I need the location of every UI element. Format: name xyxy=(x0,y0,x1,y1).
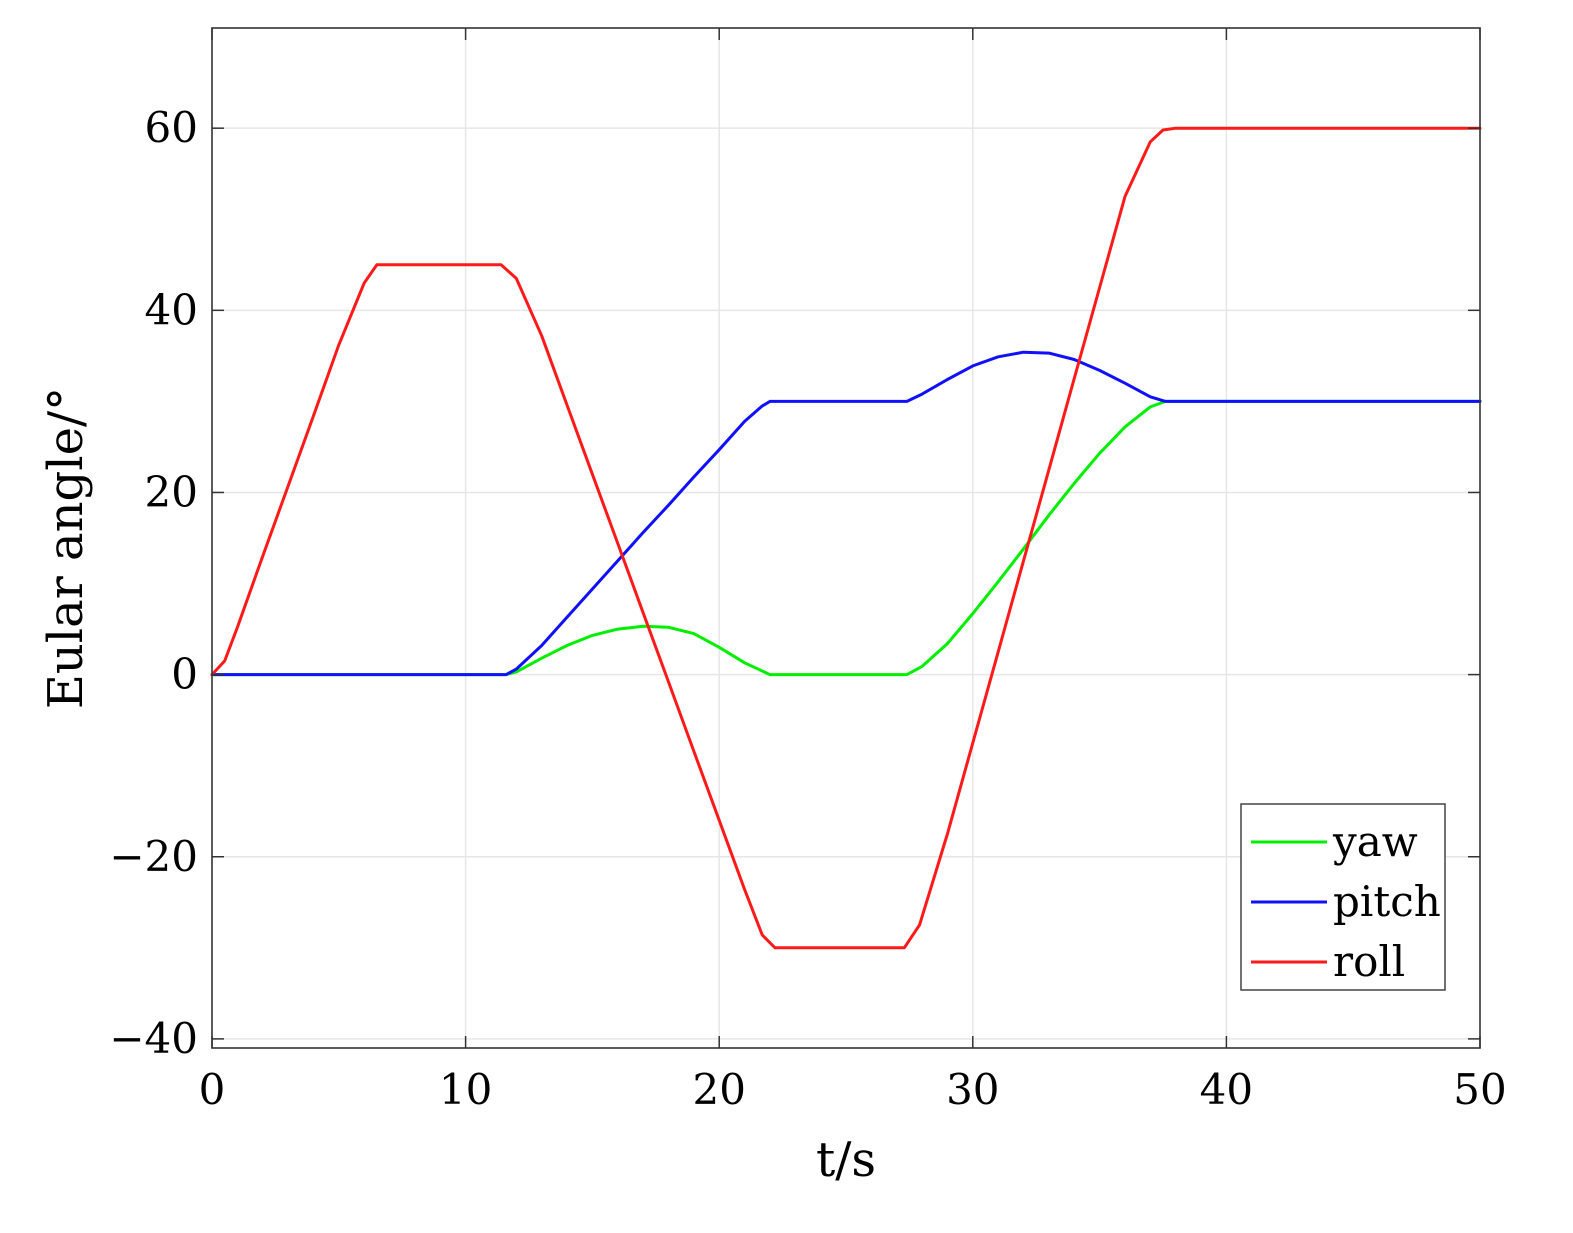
x-tick-label: 0 xyxy=(199,1065,226,1114)
y-tick-label: 60 xyxy=(145,103,198,152)
series-line-yaw xyxy=(210,399,1482,677)
y-tick-label: −20 xyxy=(109,832,198,881)
x-axis-label: t/s xyxy=(816,1132,876,1188)
axis-ticks: 0 10 20 30 40 50 −40 −20 0 20 40 60 xyxy=(109,28,1507,1114)
legend-label-yaw: yaw xyxy=(1332,817,1418,866)
series-line-roll xyxy=(210,126,1482,950)
x-tick-label: 50 xyxy=(1453,1065,1506,1114)
y-axis-label: Eular angle/° xyxy=(38,387,94,709)
series-layer xyxy=(210,126,1482,950)
legend-box xyxy=(1240,803,1446,991)
y-tick-label: −40 xyxy=(109,1014,198,1063)
x-tick-label: 20 xyxy=(692,1065,745,1114)
x-tick-label: 40 xyxy=(1200,1065,1253,1114)
plot-frame xyxy=(211,27,1481,1049)
legend: yaw pitch roll xyxy=(1240,803,1446,991)
y-tick-label: 0 xyxy=(171,650,198,699)
y-tick-label: 20 xyxy=(145,467,198,516)
legend-label-pitch: pitch xyxy=(1333,877,1441,926)
y-tick-label: 40 xyxy=(145,285,198,334)
series-line-pitch xyxy=(210,350,1482,677)
legend-label-roll: roll xyxy=(1333,937,1405,986)
x-tick-label: 30 xyxy=(946,1065,999,1114)
x-tick-label: 10 xyxy=(439,1065,492,1114)
